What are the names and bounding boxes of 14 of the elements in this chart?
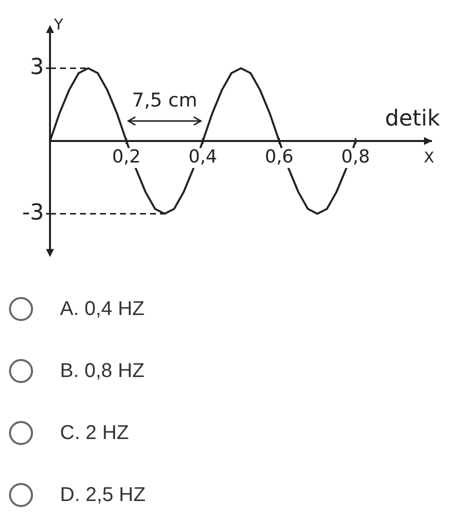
- y-axis-title: Y: [53, 15, 64, 34]
- y-tick-label: 3: [30, 54, 44, 80]
- x-tick-label: 0,4: [188, 146, 218, 168]
- text: C. 2 HZ: [60, 422, 129, 444]
- text: B. 0,8 HZ: [60, 360, 144, 382]
- x-tick-label: 0,2: [112, 146, 141, 168]
- x-tick-label: 0,6: [264, 146, 294, 168]
- x-tick-label: 0,8: [341, 146, 370, 168]
- y-tick-label: -3: [22, 200, 44, 226]
- annotation: 7,5 cm: [132, 89, 198, 112]
- x-axis-title: X: [424, 148, 434, 166]
- text: D. 2,5 HZ: [60, 484, 146, 506]
- annotation: detik: [385, 106, 440, 132]
- text: A. 0,4 HZ: [60, 298, 144, 320]
